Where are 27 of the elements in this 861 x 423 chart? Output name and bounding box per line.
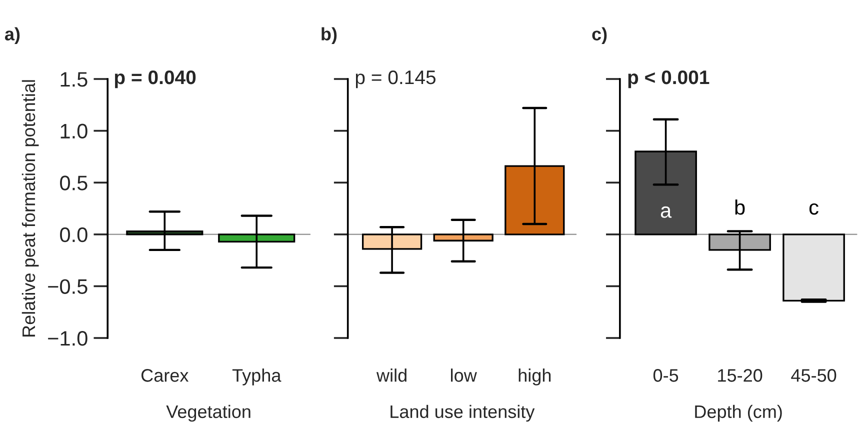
x-tick-label: high [518,368,551,386]
annotation: p = 0.040 [114,70,196,88]
chart-title: c) [592,27,607,44]
y-tick-label: 1.0 [60,124,88,139]
x-axis-title: Land use intensity [390,404,535,422]
x-tick-label: 45-50 [791,369,836,382]
data-label: c [809,203,818,215]
x-tick-label: Carex [141,369,189,382]
x-tick-label: low [451,368,477,382]
chart-title: b) [322,27,337,44]
y-tick-label: 0.0 [60,227,88,242]
x-tick-label: 0-5 [653,369,678,382]
y-tick-label: −0.5 [48,279,88,294]
data-label: b [735,199,745,215]
annotation: p = 0.145 [356,70,436,88]
chart-title: a) [4,27,20,44]
y-tick-label: 1.5 [60,72,88,87]
data-label: a [660,206,672,218]
x-tick-label: wild [376,368,406,382]
x-tick-label: 15-20 [718,369,762,382]
x-axis-title: Depth (cm) [695,404,782,422]
y-axis-title: Relative peat formation potential [22,80,39,336]
x-tick-label: Typha [232,368,282,386]
x-axis-title: Vegetation [166,404,250,422]
y-tick-label: 0.5 [60,176,88,190]
annotation: p < 0.001 [628,70,710,88]
y-tick-label: −1.0 [48,331,88,346]
